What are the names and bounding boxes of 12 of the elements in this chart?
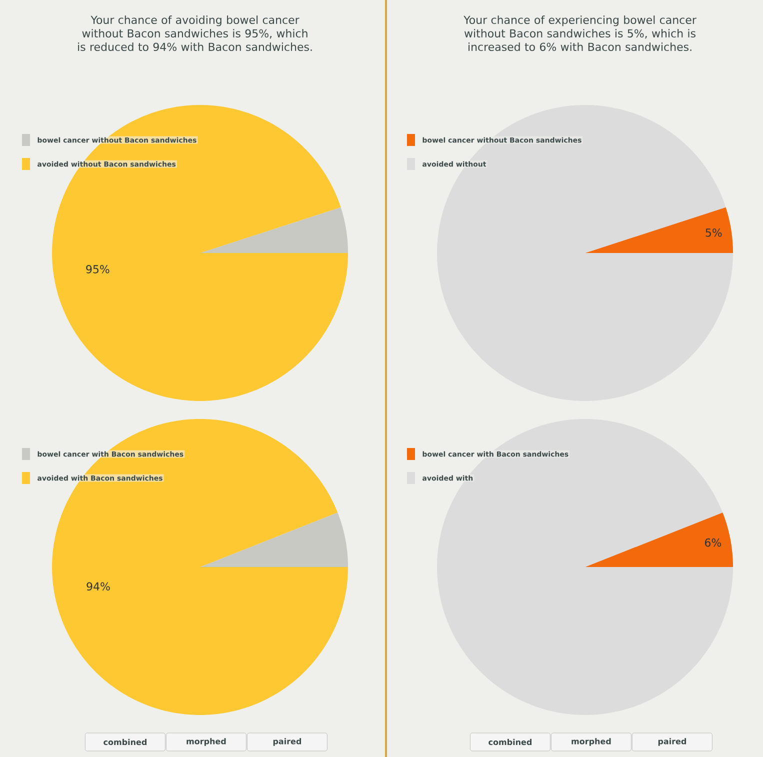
data-label: 94% xyxy=(86,582,110,591)
text: paired xyxy=(273,738,302,746)
data-label: 5% xyxy=(706,228,722,237)
text: morphed xyxy=(186,738,226,746)
chart-title: Your chance of experiencing bowel cancer without Bacon sandwiches is 5%, which is increased to 6% with Bacon sandwiches. xyxy=(464,16,696,52)
text: combined xyxy=(104,738,146,746)
text: paired xyxy=(658,738,686,746)
chart-title: Your chance of avoiding bowel cancer without Bacon sandwiches is 95%, which is reduced to 94% with Bacon sandwiches. xyxy=(78,16,312,52)
data-label: 95% xyxy=(86,265,110,274)
text: combined xyxy=(488,738,532,746)
text: morphed xyxy=(572,738,611,746)
data-label: 6% xyxy=(704,538,722,547)
